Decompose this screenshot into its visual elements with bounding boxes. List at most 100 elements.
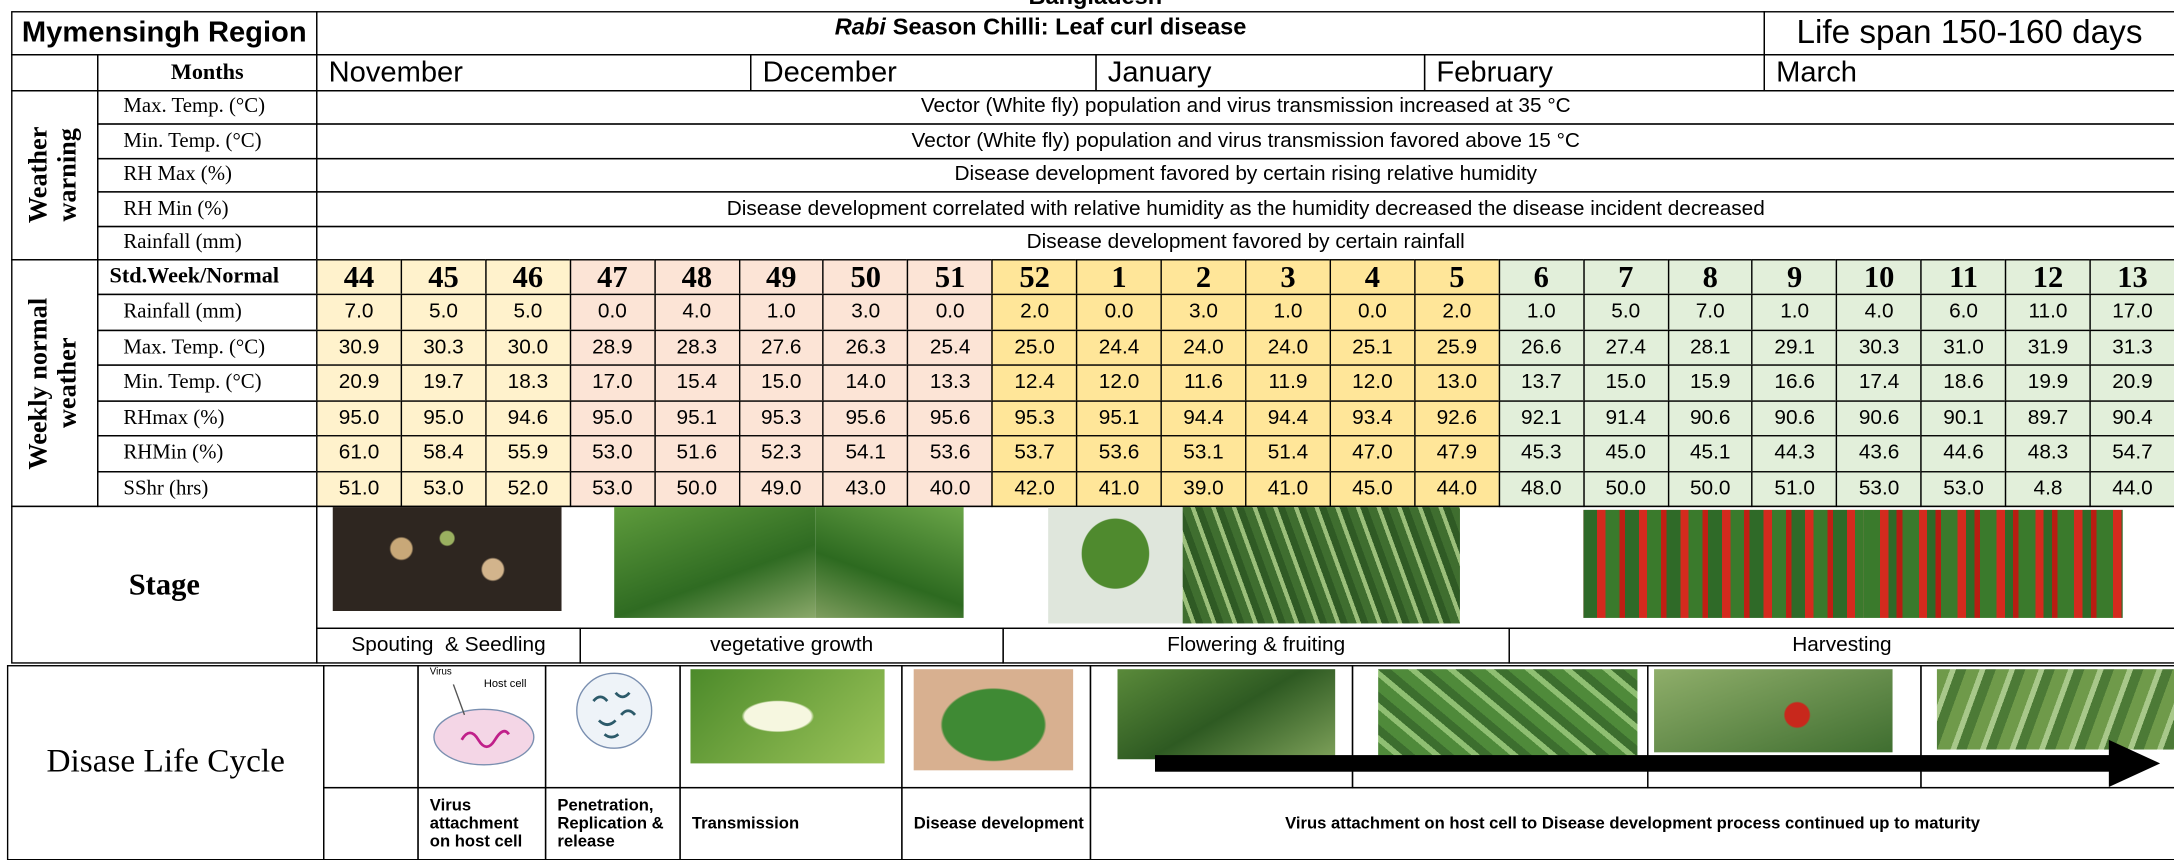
value-cell: 30.9 <box>316 329 402 366</box>
photo <box>914 669 1073 770</box>
value-cell: 49.0 <box>738 470 824 507</box>
value-cell: 52.3 <box>738 435 824 472</box>
week-label: Std.Week/Normal <box>97 259 317 295</box>
value-cell: 95.0 <box>569 400 655 437</box>
value-cell: 47.0 <box>1330 435 1416 472</box>
value-cell: 4.0 <box>1836 294 1922 331</box>
blank-cell <box>11 54 98 91</box>
value-cell: 48.3 <box>2005 435 2091 472</box>
stage-phase: Spouting & Seedling <box>316 628 581 664</box>
week-number: 2 <box>1161 259 1247 295</box>
value-cell: 40.0 <box>907 470 993 507</box>
image-cell <box>323 665 419 788</box>
step-label: Transmission <box>679 787 902 860</box>
photo <box>815 507 963 618</box>
region: Mymensingh Region <box>11 11 317 55</box>
week-number: 7 <box>1583 259 1669 295</box>
week-number: 48 <box>654 259 740 295</box>
value-cell: 0.0 <box>569 294 655 331</box>
value-cell: 27.6 <box>738 329 824 366</box>
blank-cell <box>323 787 419 860</box>
row-label: RH Max (%) <box>97 158 317 193</box>
value-cell: 53.0 <box>401 470 487 507</box>
value-cell: 45.3 <box>1498 435 1584 472</box>
value-cell: 25.4 <box>907 329 993 366</box>
arrow-icon <box>1155 740 2160 787</box>
week-number: 44 <box>316 259 402 295</box>
value-cell: 13.0 <box>1414 364 1500 401</box>
value-cell: 6.0 <box>1921 294 2007 331</box>
row-label: Rainfall (mm) <box>97 225 317 260</box>
row-label: SShr (hrs) <box>97 470 317 507</box>
value-cell: 13.7 <box>1498 364 1584 401</box>
week-number: 12 <box>2005 259 2091 295</box>
week-number: 45 <box>401 259 487 295</box>
value-cell: 51.6 <box>654 435 740 472</box>
value-cell: 7.0 <box>1667 294 1753 331</box>
value-cell: 95.1 <box>654 400 740 437</box>
row-label: Rainfall (mm) <box>97 294 317 331</box>
diagram-text: Virus <box>430 668 472 682</box>
replication-diagram <box>574 671 654 751</box>
value-cell: 15.0 <box>738 364 824 401</box>
value-cell: 11.6 <box>1161 364 1247 401</box>
weather-warning-label: Weather warning <box>11 90 98 260</box>
stage-phase: vegetative growth <box>580 628 1004 664</box>
row-label: Max. Temp. (°C) <box>97 90 317 125</box>
value-cell: 20.9 <box>2090 364 2174 401</box>
value-cell: 93.4 <box>1330 400 1416 437</box>
value-cell: 5.0 <box>1583 294 1669 331</box>
value-cell: 92.1 <box>1498 400 1584 437</box>
value-cell: 13.3 <box>907 364 993 401</box>
value-cell: 48.0 <box>1498 470 1584 507</box>
value-cell: 52.0 <box>485 470 571 507</box>
value-cell: 19.9 <box>2005 364 2091 401</box>
value-cell: 24.4 <box>1076 329 1162 366</box>
value-cell: 2.0 <box>992 294 1078 331</box>
value-cell: 1.0 <box>1752 294 1838 331</box>
value-cell: 30.3 <box>401 329 487 366</box>
value-cell: 4.8 <box>2005 470 2091 507</box>
value-cell: 53.0 <box>1836 470 1922 507</box>
week-number: 4 <box>1330 259 1416 295</box>
value-cell: 11.9 <box>1245 364 1331 401</box>
photo <box>614 507 815 618</box>
value-cell: 3.0 <box>1161 294 1247 331</box>
value-cell: 31.0 <box>1921 329 2007 366</box>
value-cell: 51.4 <box>1245 435 1331 472</box>
value-cell: 2.0 <box>1414 294 1500 331</box>
value-cell: 54.7 <box>2090 435 2174 472</box>
week-number: 11 <box>1921 259 2007 295</box>
value-cell: 5.0 <box>485 294 571 331</box>
value-cell: 26.3 <box>823 329 909 366</box>
value-cell: 50.0 <box>1583 470 1669 507</box>
value-cell: 41.0 <box>1245 470 1331 507</box>
value-cell: 44.0 <box>2090 470 2174 507</box>
value-cell: 28.3 <box>654 329 740 366</box>
value-cell: 24.0 <box>1245 329 1331 366</box>
value-cell: 24.0 <box>1161 329 1247 366</box>
value-cell: 61.0 <box>316 435 402 472</box>
weekly-label: Weekly normal weather <box>11 259 98 507</box>
value-cell: 25.9 <box>1414 329 1500 366</box>
value-cell: 45.0 <box>1330 470 1416 507</box>
value-cell: 28.1 <box>1667 329 1753 366</box>
stage-label: Stage <box>11 506 317 664</box>
value-cell: 45.1 <box>1667 435 1753 472</box>
row-label: Min. Temp. (°C) <box>97 124 317 159</box>
value-cell: 95.0 <box>316 400 402 437</box>
week-number: 52 <box>992 259 1078 295</box>
value-cell: 26.6 <box>1498 329 1584 366</box>
value-cell: 90.1 <box>1921 400 2007 437</box>
value-cell: 1.0 <box>1245 294 1331 331</box>
month: November <box>316 54 751 91</box>
value-cell: 95.6 <box>907 400 993 437</box>
photo <box>1583 510 1863 618</box>
value-cell: 11.0 <box>2005 294 2091 331</box>
value-cell: 90.6 <box>1752 400 1838 437</box>
week-number: 46 <box>485 259 571 295</box>
row-label: Max. Temp. (°C) <box>97 329 317 366</box>
photo <box>333 507 562 611</box>
warning-text: Disease development favored by certain r… <box>316 225 2174 260</box>
